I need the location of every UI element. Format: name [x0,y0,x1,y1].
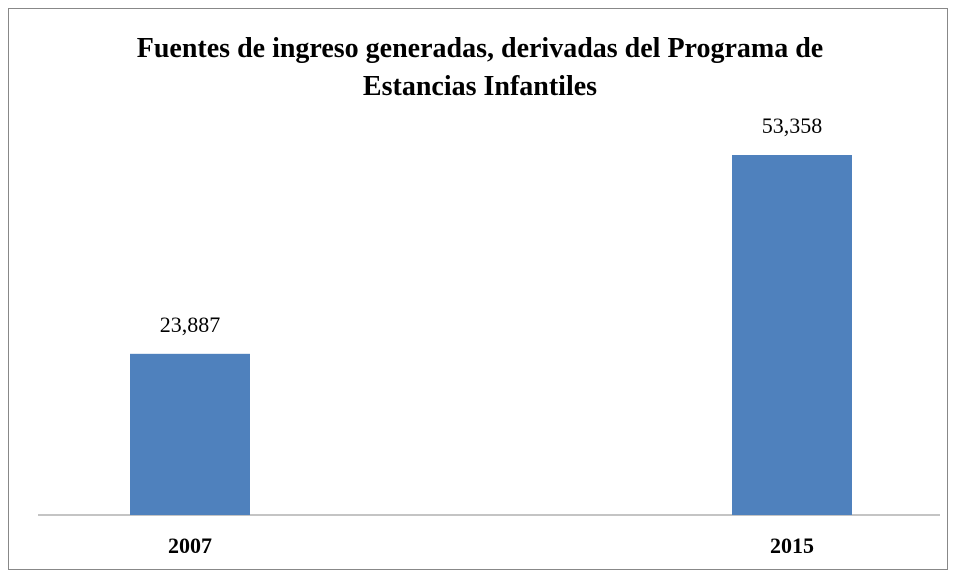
bar [732,155,852,515]
chart-title: Fuentes de ingreso generadas, derivadas … [136,33,824,102]
value-label: 23,887 [160,312,221,337]
x-tick-label: 2007 [168,533,212,558]
value-label: 53,358 [762,113,823,138]
x-tick-label: 2015 [770,533,814,558]
bar [130,353,250,515]
